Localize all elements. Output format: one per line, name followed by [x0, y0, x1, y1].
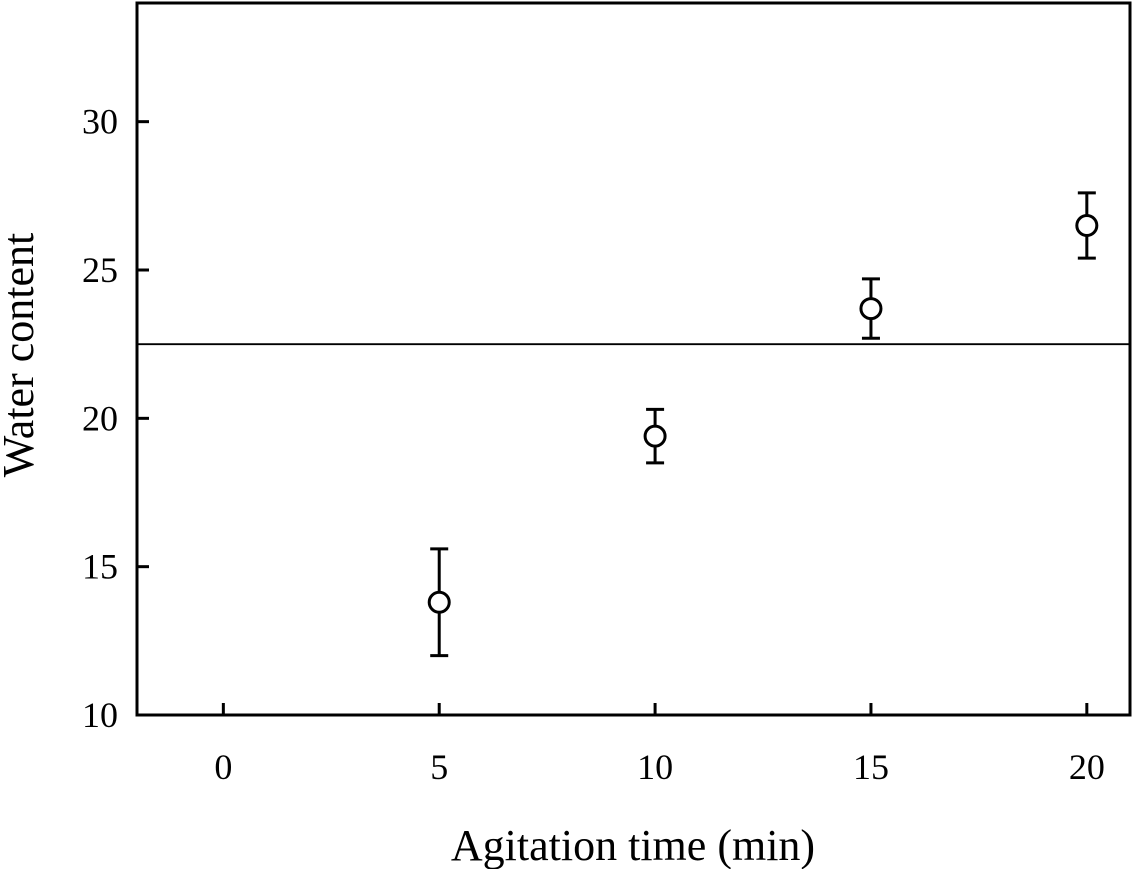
x-tick-label: 10 — [637, 747, 673, 787]
x-tick-label: 0 — [214, 747, 232, 787]
data-point — [1075, 214, 1099, 237]
error-bars — [430, 191, 1096, 658]
x-tick-label: 15 — [853, 747, 889, 787]
plot-frame-group — [135, 1, 1132, 717]
x-tick-label: 5 — [430, 747, 448, 787]
y-axis-title: Water content — [0, 233, 43, 477]
data-point — [643, 424, 667, 448]
y-tick-label: 25 — [82, 250, 118, 290]
y-tick-label: 10 — [82, 695, 118, 735]
y-axis-tick-labels: 10 15 20 25 30 — [82, 102, 118, 735]
y-axis-ticks — [137, 120, 149, 717]
y-tick-label: 15 — [82, 547, 118, 587]
x-axis-tick-labels: 0 5 10 15 20 — [214, 747, 1104, 787]
x-axis-ticks — [221, 703, 1089, 715]
data-point — [859, 297, 883, 321]
plot-frame — [135, 1, 1132, 717]
x-tick-label: 20 — [1069, 747, 1105, 787]
y-tick-label: 30 — [82, 102, 118, 142]
y-tick-label: 20 — [82, 398, 118, 438]
data-points — [427, 214, 1099, 614]
x-axis-title: Agitation time (min) — [451, 821, 815, 869]
data-point — [427, 590, 451, 614]
